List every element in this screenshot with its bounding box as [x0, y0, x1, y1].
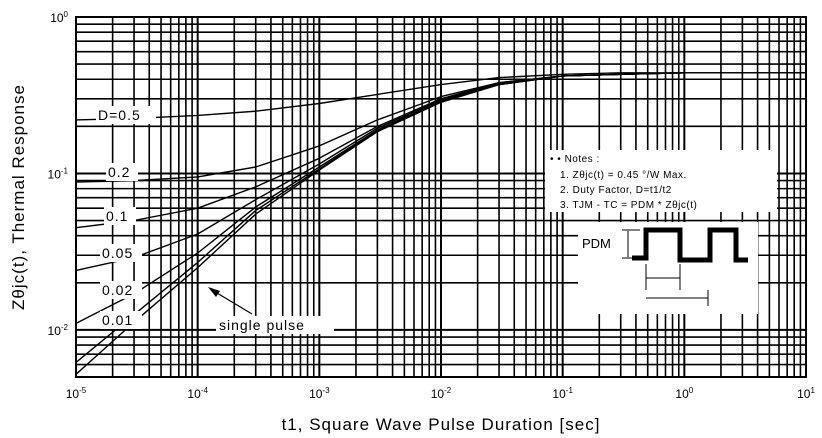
x-axis-title: t1, Square Wave Pulse Duration [sec] — [282, 415, 601, 434]
x-tick-label: 10-2 — [431, 386, 452, 401]
single-pulse-arrowhead — [208, 287, 220, 297]
y-tick-label: 10-2 — [48, 323, 69, 338]
x-tick-label: 100 — [675, 386, 693, 401]
series-label-02: 0.2 — [108, 164, 130, 180]
notes-line-2: 2. Duty Factor, D=t1/t2 — [560, 185, 672, 196]
series-label-001: 0.01 — [102, 312, 133, 328]
x-tick-label: 10-5 — [66, 386, 87, 401]
series-labels: D=0.5 0.2 0.1 0.05 0.02 0.01 single puls… — [96, 106, 334, 334]
series-line-6 — [75, 72, 685, 375]
plot-frame — [75, 16, 807, 378]
y-tick-labels: 100 10-1 10-2 — [48, 10, 69, 338]
pdm-label: PDM — [582, 236, 611, 251]
x-tick-labels: 10-5 10-4 10-3 10-2 10-1 100 101 — [66, 386, 816, 401]
single-pulse-arrow — [211, 289, 253, 315]
y-axis-title: Zθjc(t), Thermal Response — [9, 84, 28, 310]
series-label-01: 0.1 — [106, 208, 128, 224]
x-tick-label: 10-4 — [187, 386, 208, 401]
y-tick-label: 10-1 — [48, 166, 69, 181]
notes-line-3: 3. TJM - TC = PDM * Zθjc(t) — [560, 200, 697, 211]
series-label-005: 0.05 — [102, 245, 133, 261]
notes-heading: • • Notes : — [550, 154, 600, 165]
series-label-002: 0.02 — [102, 282, 133, 298]
series-label-single-pulse: single pulse — [219, 317, 305, 333]
pulse-waveform-inset: PDM — [578, 222, 758, 314]
x-tick-label: 101 — [797, 386, 815, 401]
series-layer — [75, 72, 806, 375]
grid — [75, 17, 806, 378]
notes-line-1: 1. Zθjc(t) = 0.45 °/W Max. — [560, 170, 687, 181]
series-label-d05: D=0.5 — [98, 107, 141, 123]
notes-box: • • Notes : 1. Zθjc(t) = 0.45 °/W Max. 2… — [545, 150, 777, 212]
x-tick-label: 10-3 — [309, 386, 330, 401]
pulse-waveform — [632, 227, 748, 263]
x-tick-label: 10-1 — [552, 386, 573, 401]
y-tick-label: 100 — [50, 10, 68, 25]
